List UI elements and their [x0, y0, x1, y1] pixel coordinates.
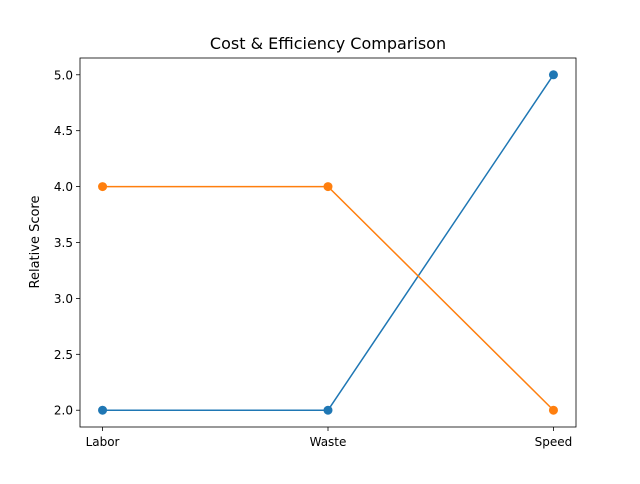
chart-title: Cost & Efficiency Comparison	[210, 34, 446, 53]
y-axis-label: Relative Score	[28, 196, 43, 289]
y-tick-label: 4.5	[54, 124, 73, 138]
x-tick-label: Waste	[310, 435, 347, 449]
y-tick-label: 4.0	[54, 180, 73, 194]
series-1-point	[548, 70, 558, 80]
series-2-point	[548, 405, 558, 415]
series-2-point	[98, 182, 108, 192]
series-2-line	[102, 185, 554, 411]
plot-area: 2.0 2.5 3.0 3.5 4.0 4.5 5.0 Labor Waste Speed	[54, 57, 577, 449]
series-1-line	[102, 74, 555, 411]
axes-frame	[79, 57, 577, 428]
series-1-point	[323, 405, 333, 415]
y-tick-label: 2.5	[54, 348, 73, 362]
series-2-point	[323, 182, 333, 192]
y-tick-label: 2.0	[54, 404, 73, 418]
y-tick-label: 5.0	[54, 68, 73, 82]
x-tick-label: Speed	[535, 435, 573, 449]
y-tick-label: 3.0	[54, 292, 73, 306]
series-1-point	[98, 405, 108, 415]
y-tick-label: 3.5	[54, 236, 73, 250]
x-tick-label: Labor	[86, 435, 120, 449]
